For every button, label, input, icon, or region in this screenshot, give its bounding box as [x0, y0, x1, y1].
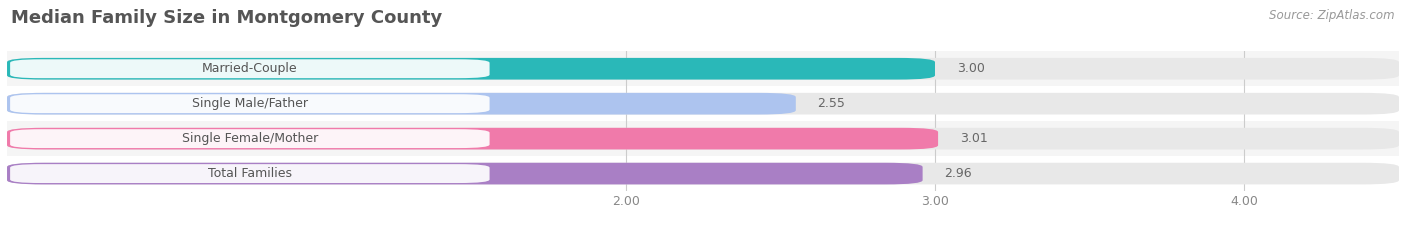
FancyBboxPatch shape: [7, 93, 1399, 115]
Bar: [7, 51, 1399, 86]
Text: Married-Couple: Married-Couple: [202, 62, 298, 75]
Text: 2.55: 2.55: [817, 97, 845, 110]
FancyBboxPatch shape: [10, 164, 489, 183]
Bar: [7, 156, 1399, 191]
Text: Median Family Size in Montgomery County: Median Family Size in Montgomery County: [11, 9, 443, 27]
FancyBboxPatch shape: [10, 94, 489, 113]
Text: Total Families: Total Families: [208, 167, 292, 180]
FancyBboxPatch shape: [7, 58, 1399, 80]
FancyBboxPatch shape: [7, 128, 938, 150]
FancyBboxPatch shape: [7, 163, 1399, 185]
Text: 3.00: 3.00: [956, 62, 984, 75]
FancyBboxPatch shape: [7, 163, 922, 185]
FancyBboxPatch shape: [7, 128, 1399, 150]
Text: Single Female/Mother: Single Female/Mother: [181, 132, 318, 145]
Bar: [7, 121, 1399, 156]
Text: Single Male/Father: Single Male/Father: [191, 97, 308, 110]
Text: 2.96: 2.96: [945, 167, 972, 180]
Text: 3.01: 3.01: [960, 132, 987, 145]
FancyBboxPatch shape: [7, 93, 796, 115]
FancyBboxPatch shape: [7, 58, 935, 80]
Text: Source: ZipAtlas.com: Source: ZipAtlas.com: [1270, 9, 1395, 22]
Bar: [7, 86, 1399, 121]
FancyBboxPatch shape: [10, 59, 489, 78]
FancyBboxPatch shape: [10, 129, 489, 148]
